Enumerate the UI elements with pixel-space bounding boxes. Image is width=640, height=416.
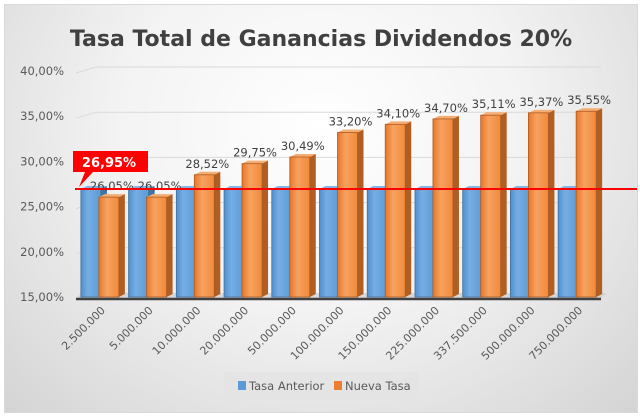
legend: Tasa Anterior Nueva Tasa <box>224 372 419 400</box>
y-axis-ticks: 15,00% 20,00% 25,00% 30,00% 35,00% 40,00% <box>20 64 64 304</box>
bars <box>80 108 603 298</box>
bar-nueva-tasa-7 <box>432 115 459 298</box>
bar-side <box>309 153 316 297</box>
bar-front <box>223 188 245 298</box>
gridline <box>75 66 601 74</box>
bar-front <box>175 188 197 298</box>
y-tick-label: 25,00% <box>20 200 64 214</box>
data-label: 26,05% <box>138 179 182 193</box>
bar-nueva-tasa-9 <box>528 109 555 298</box>
data-label: 35,55% <box>567 93 611 107</box>
bar-nueva-tasa-3 <box>241 160 269 298</box>
legend-label-nueva-tasa: Nueva Tasa <box>345 379 411 393</box>
bar-top <box>480 112 507 116</box>
bar-side <box>214 171 221 297</box>
bar-nueva-tasa-0 <box>98 194 125 298</box>
data-label: 34,10% <box>376 106 420 120</box>
bar-front <box>575 110 597 298</box>
bar-front <box>528 112 549 298</box>
bar-front <box>271 188 293 298</box>
bar-front <box>384 123 406 298</box>
data-label: 26,05% <box>90 179 134 193</box>
bar-nueva-tasa-2 <box>193 171 221 298</box>
x-tick-label: 10.000.000 <box>150 304 204 358</box>
legend-background <box>224 372 419 400</box>
bar-front <box>462 188 484 298</box>
bar-top <box>432 115 459 119</box>
bar-top <box>576 108 603 112</box>
x-tick-label: 20.000.000 <box>197 304 251 358</box>
data-label: 35,11% <box>472 97 516 111</box>
bar-side <box>262 160 269 297</box>
bar-front <box>289 156 311 298</box>
bar-front <box>241 163 263 298</box>
data-label: 29,75% <box>233 146 277 160</box>
bar-front <box>98 196 120 298</box>
x-tick-label: 2.500.000 <box>59 304 108 353</box>
bar-front <box>128 188 149 298</box>
y-tick-label: 35,00% <box>20 109 64 123</box>
reference-callout-label: 26,95% <box>82 156 136 171</box>
bar-front <box>337 132 358 298</box>
bar-front <box>432 118 454 298</box>
bar-front <box>557 188 579 298</box>
bar-nueva-tasa-6 <box>384 121 412 298</box>
bar-nueva-tasa-1 <box>146 194 173 298</box>
data-label: 30,49% <box>281 139 325 153</box>
bar-side <box>166 194 173 297</box>
chart-svg: Tasa Total de Ganancias Dividendos 20% 1… <box>20 27 637 400</box>
bar-front <box>480 114 502 298</box>
bar-nueva-tasa-4 <box>289 153 316 298</box>
y-tick-label: 15,00% <box>20 290 64 304</box>
bar-front <box>319 188 340 298</box>
gridline <box>75 111 601 119</box>
bar-front <box>510 188 531 298</box>
bar-side <box>500 112 507 297</box>
data-label: 28,52% <box>185 157 229 171</box>
data-label: 33,20% <box>329 114 373 128</box>
bar-side <box>405 121 412 297</box>
bar-front <box>146 196 167 298</box>
bar-top <box>98 194 125 198</box>
bar-top <box>194 171 221 175</box>
x-tick-label: 5.000.000 <box>107 304 156 353</box>
bar-nueva-tasa-5 <box>337 129 364 298</box>
legend-label-tasa-anterior: Tasa Anterior <box>248 379 325 393</box>
data-label: 35,37% <box>519 95 563 109</box>
bar-nueva-tasa-10 <box>575 108 603 298</box>
bar-front <box>193 174 215 298</box>
bar-side <box>118 194 125 297</box>
bar-side <box>548 109 555 298</box>
chart-frame: Tasa Total de Ganancias Dividendos 20% 1… <box>4 4 638 413</box>
legend-swatch-nueva-tasa <box>334 381 342 390</box>
bar-top <box>146 194 173 198</box>
y-tick-label: 20,00% <box>20 245 64 259</box>
reference-callout <box>73 150 148 187</box>
y-tick-label: 30,00% <box>20 154 64 168</box>
bar-front <box>414 188 436 298</box>
bar-side <box>596 108 603 297</box>
chart-title: Tasa Total de Ganancias Dividendos 20% <box>70 27 572 52</box>
bar-top <box>385 121 412 125</box>
data-label: 34,70% <box>424 101 468 115</box>
bar-nueva-tasa-8 <box>480 112 507 298</box>
bar-side <box>357 129 364 297</box>
data-labels: 26,05% 26,05%28,52%29,75% 30,49%33,20%34,1… <box>90 93 611 193</box>
reference-line-group: 26,95% <box>73 150 637 190</box>
bar-top <box>528 109 555 113</box>
bar-top <box>289 153 316 157</box>
bar-front <box>80 188 102 298</box>
bar-front <box>366 188 388 298</box>
legend-swatch-tasa-anterior <box>238 381 246 390</box>
y-tick-label: 40,00% <box>20 64 64 78</box>
bar-top <box>337 129 364 133</box>
bar-top <box>242 160 269 164</box>
bar-side <box>452 115 459 297</box>
x-axis-ticks: 2.500.0005.000.00010.000.00020.000.00050… <box>59 304 585 363</box>
